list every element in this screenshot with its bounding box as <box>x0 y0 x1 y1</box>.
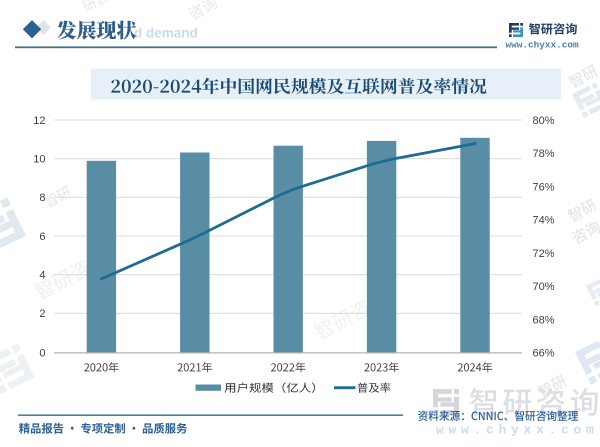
svg-text:70%: 70% <box>533 281 555 293</box>
svg-text:0: 0 <box>39 348 45 360</box>
svg-text:68%: 68% <box>533 314 555 326</box>
svg-text:66%: 66% <box>533 348 555 360</box>
svg-text:www.chyxx.com: www.chyxx.com <box>436 423 599 438</box>
svg-text:www.chyxx.com: www.chyxx.com <box>506 40 580 51</box>
svg-text:d demand: d demand <box>134 26 198 41</box>
svg-text:78%: 78% <box>533 148 555 160</box>
svg-text:10: 10 <box>33 154 45 166</box>
svg-text:6: 6 <box>39 231 45 243</box>
svg-text:8: 8 <box>39 192 45 204</box>
svg-text:12: 12 <box>33 115 45 127</box>
svg-text:4: 4 <box>39 270 45 282</box>
svg-text:80%: 80% <box>533 115 555 127</box>
svg-text:72%: 72% <box>533 248 555 260</box>
svg-text:2: 2 <box>39 308 45 320</box>
svg-text:76%: 76% <box>533 181 555 193</box>
svg-text:74%: 74% <box>533 215 555 227</box>
